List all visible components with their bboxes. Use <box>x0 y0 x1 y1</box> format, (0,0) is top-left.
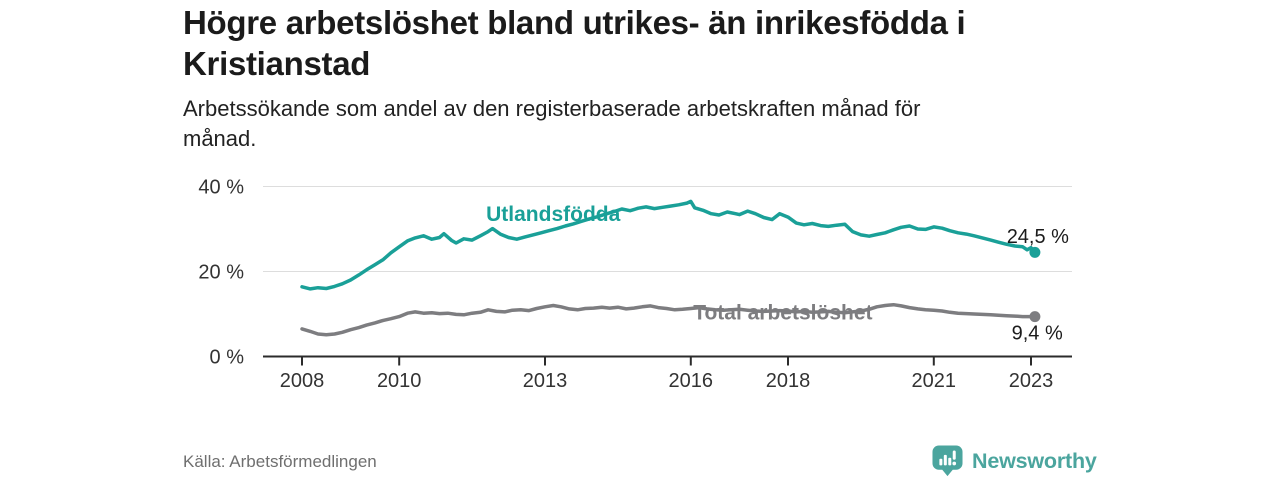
series-label-total: Total arbetslöshet <box>693 301 872 324</box>
y-tick-label: 40 % <box>198 177 244 199</box>
bar-chart-speech-bubble-icon <box>932 445 963 477</box>
newsworthy-logo[interactable]: Newsworthy <box>932 445 1097 477</box>
y-tick-label: 20 % <box>198 262 244 284</box>
series-end-dot-utlandsfodda <box>1029 246 1041 258</box>
x-tick-label: 2013 <box>523 370 568 392</box>
x-tick-label: 2010 <box>377 370 422 392</box>
source-note: Källa: Arbetsförmedlingen <box>183 452 377 471</box>
x-tick-label: 2021 <box>912 370 957 392</box>
value-label-total: 9,4 % <box>1012 322 1063 344</box>
series-label-utlandsfodda: Utlandsfödda <box>486 203 620 226</box>
series-line-utlandsfodda <box>300 199 1037 291</box>
value-label-utlandsfodda: 24,5 % <box>1007 226 1069 248</box>
newsworthy-wordmark: Newsworthy <box>972 448 1097 473</box>
x-tick-label: 2023 <box>1009 370 1054 392</box>
series-line-total <box>300 302 1037 337</box>
chart-subtitle: Arbetssökande som andel av den registerb… <box>183 96 921 151</box>
series-end-dot-total <box>1029 311 1041 323</box>
x-tick-label: 2018 <box>766 370 811 392</box>
line-chart: 0 % 20 % 40 % 2008 2010 2013 2016 2018 2021 2023 U… <box>198 177 1072 392</box>
x-tick-label: 2008 <box>280 370 325 392</box>
x-tick-label: 2016 <box>669 370 714 392</box>
chart-title: Högre arbetslöshet bland utrikes- än inr… <box>183 4 966 82</box>
y-tick-label: 0 % <box>210 347 245 369</box>
